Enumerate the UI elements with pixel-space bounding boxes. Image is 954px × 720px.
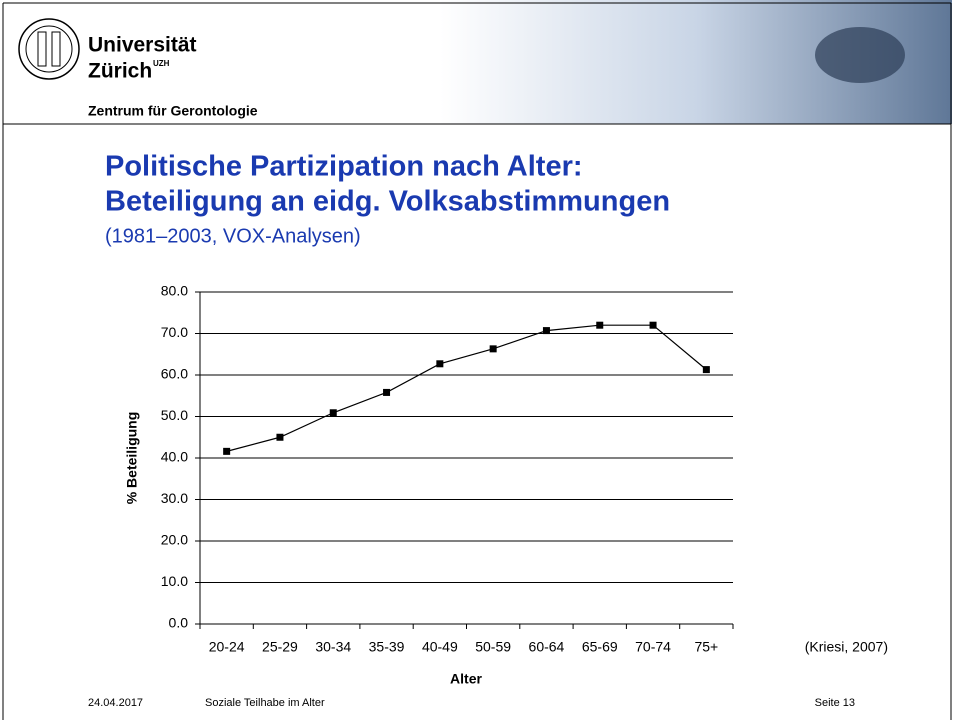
x-tick-label: 30-34 bbox=[315, 639, 351, 655]
footer-date: 24.04.2017 bbox=[88, 697, 143, 709]
university: Universität bbox=[88, 34, 197, 57]
x-axis-title: Alter bbox=[450, 671, 482, 687]
marker bbox=[703, 366, 710, 373]
slide-title: Beteiligung an eidg. Volksabstimmungen bbox=[105, 186, 670, 218]
eye-shape bbox=[815, 27, 905, 83]
x-tick-label: 60-64 bbox=[529, 639, 565, 655]
slide-subtitle: (1981–2003, VOX-Analysen) bbox=[105, 225, 361, 247]
y-tick-label: 40.0 bbox=[161, 449, 188, 465]
x-tick-label: 40-49 bbox=[422, 639, 458, 655]
unit: Zentrum für Gerontologie bbox=[88, 103, 258, 119]
footer-page: Seite 13 bbox=[815, 697, 855, 709]
y-tick-label: 30.0 bbox=[161, 490, 188, 506]
y-tick-label: 70.0 bbox=[161, 324, 188, 340]
y-tick-label: 60.0 bbox=[161, 366, 188, 382]
x-tick-label: 50-59 bbox=[475, 639, 511, 655]
y-tick-label: 20.0 bbox=[161, 532, 188, 548]
marker bbox=[650, 322, 657, 329]
slide: Universität Zürich UZH Zentrum für Geron… bbox=[0, 0, 954, 720]
x-tick-label: 20-24 bbox=[209, 639, 245, 655]
marker bbox=[436, 360, 443, 367]
marker bbox=[596, 322, 603, 329]
source: (Kriesi, 2007) bbox=[805, 639, 888, 655]
y-axis-title: % Beteiligung bbox=[124, 412, 140, 505]
y-tick-label: 80.0 bbox=[161, 283, 188, 299]
x-tick-label: 75+ bbox=[694, 639, 718, 655]
marker bbox=[276, 434, 283, 441]
y-tick-label: 0.0 bbox=[169, 615, 189, 631]
y-tick-label: 10.0 bbox=[161, 573, 188, 589]
marker bbox=[223, 448, 230, 455]
marker bbox=[383, 389, 390, 396]
marker bbox=[543, 327, 550, 334]
x-tick-label: 70-74 bbox=[635, 639, 671, 655]
marker bbox=[330, 409, 337, 416]
x-tick-label: 35-39 bbox=[369, 639, 405, 655]
city: Zürich bbox=[88, 60, 152, 83]
logo bbox=[19, 19, 79, 79]
footer-topic: Soziale Teilhabe im Alter bbox=[205, 697, 325, 709]
slide-title: Politische Partizipation nach Alter: bbox=[105, 151, 583, 183]
marker bbox=[490, 345, 497, 352]
city-mark: UZH bbox=[153, 59, 170, 68]
x-tick-label: 65-69 bbox=[582, 639, 618, 655]
x-tick-label: 25-29 bbox=[262, 639, 298, 655]
y-tick-label: 50.0 bbox=[161, 407, 188, 423]
